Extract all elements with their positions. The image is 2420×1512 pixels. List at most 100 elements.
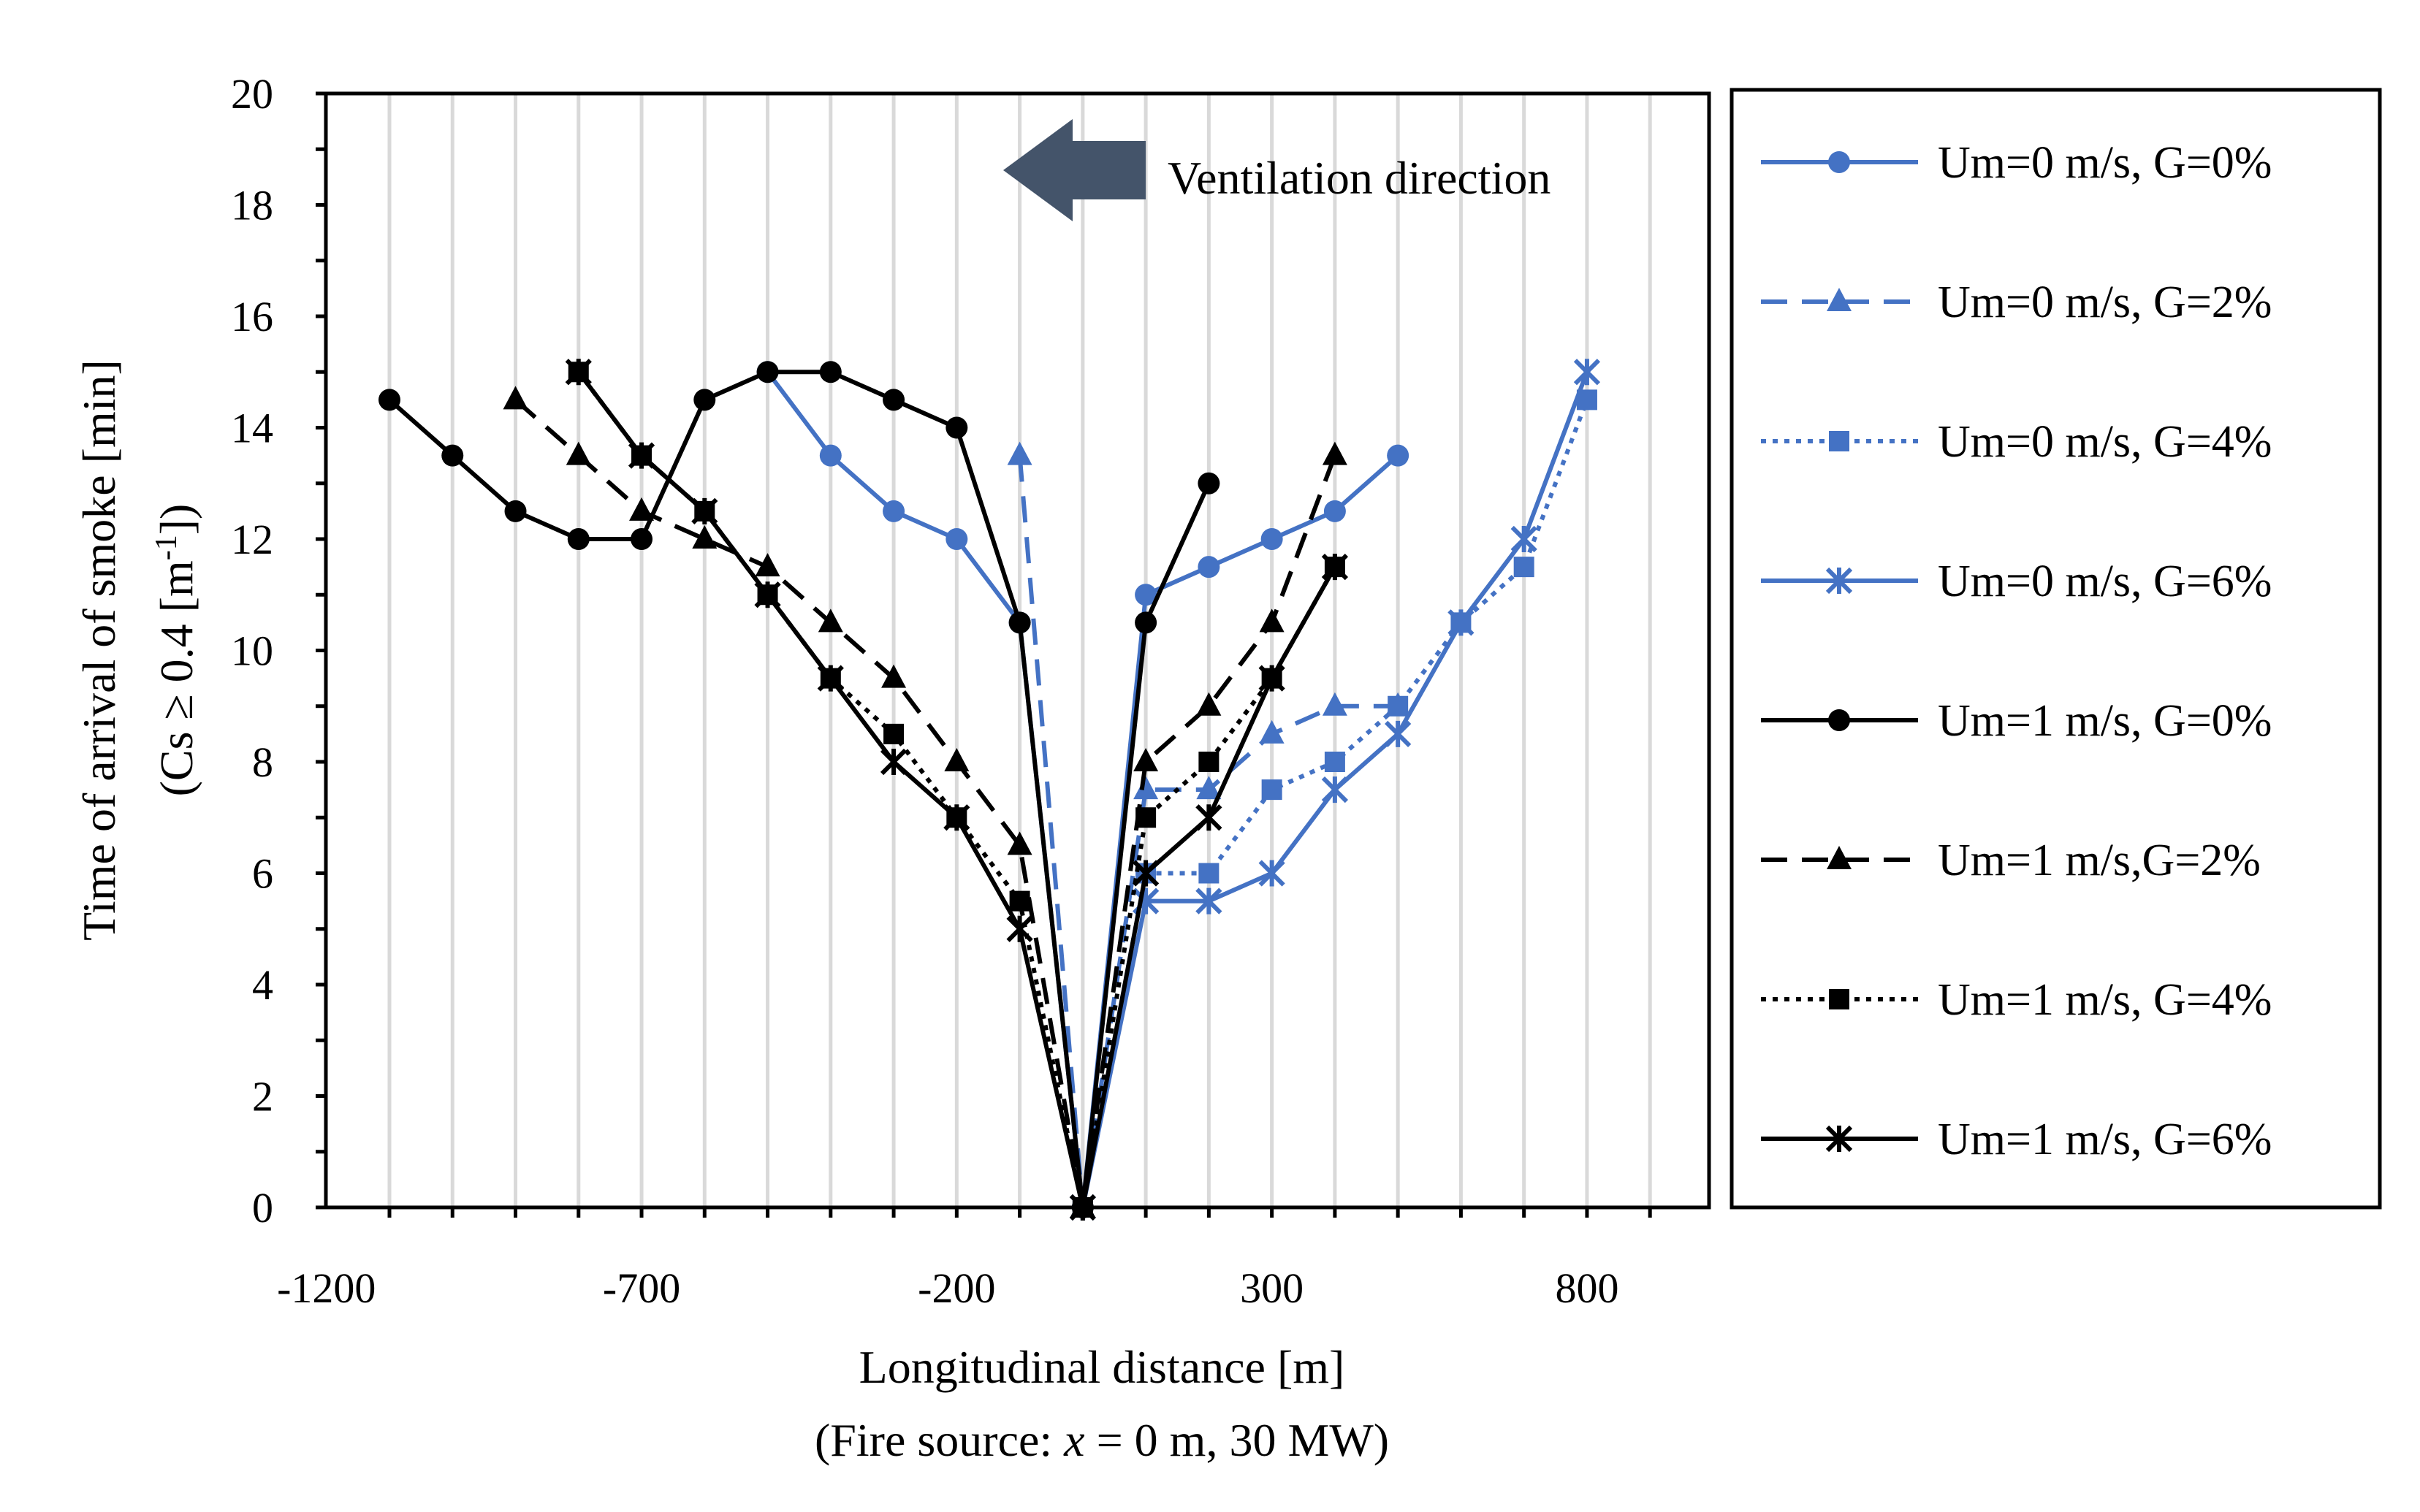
data-point bbox=[441, 444, 464, 467]
series-group bbox=[378, 361, 1220, 1218]
legend-entry: Um=0 m/s, G=4% bbox=[1761, 417, 2272, 467]
plot-frame bbox=[324, 91, 1711, 1210]
ventilation-arrow-icon bbox=[1003, 119, 1146, 221]
data-point bbox=[631, 528, 653, 550]
data-point bbox=[1388, 695, 1409, 717]
data-point bbox=[1195, 887, 1222, 915]
data-point bbox=[378, 389, 400, 411]
data-point bbox=[566, 441, 591, 465]
data-point bbox=[1198, 472, 1220, 495]
legend-label: Um=0 m/s, G=4% bbox=[1938, 417, 2272, 467]
y-tick-label: 4 bbox=[252, 961, 273, 1009]
legend-label: Um=0 m/s, G=2% bbox=[1938, 278, 2272, 327]
data-point bbox=[1260, 528, 1283, 550]
legend-label: Um=1 m/s, G=0% bbox=[1938, 696, 2272, 746]
data-point bbox=[1447, 609, 1475, 636]
y-axis-sublabel: (Cs ≥ 0.4 [m-1]) bbox=[150, 504, 202, 797]
y-tick-label: 18 bbox=[231, 182, 273, 229]
data-point bbox=[1198, 863, 1219, 884]
legend: Um=0 m/s, G=0% Um=0 m/s, G=2% Um=0 m/s, G=… bbox=[1730, 88, 2382, 1210]
data-point bbox=[1261, 779, 1282, 801]
y-tick-label: 10 bbox=[231, 627, 273, 675]
x-axis-label: Longitudinal distance [m] bbox=[859, 1341, 1345, 1393]
data-point bbox=[818, 608, 843, 633]
data-point bbox=[883, 500, 905, 522]
data-point bbox=[1006, 915, 1033, 942]
data-point bbox=[883, 723, 905, 744]
data-point bbox=[692, 525, 718, 549]
data-point bbox=[1198, 556, 1220, 579]
data-point bbox=[1135, 611, 1157, 634]
data-point bbox=[1133, 748, 1159, 771]
data-point bbox=[1007, 441, 1032, 465]
legend-marker bbox=[1828, 709, 1850, 731]
data-point bbox=[943, 804, 970, 831]
data-point bbox=[1259, 608, 1285, 633]
data-point bbox=[1196, 692, 1222, 716]
legend-entry: Um=1 m/s,G=2% bbox=[1761, 836, 2261, 885]
axes bbox=[316, 91, 1711, 1218]
annotation-text: Ventilation direction bbox=[1168, 152, 1550, 204]
ventilation-annotation: Ventilation direction bbox=[1003, 119, 1550, 221]
x-tick-label: -700 bbox=[603, 1264, 680, 1312]
x-tick-label: -1200 bbox=[277, 1264, 376, 1312]
data-point bbox=[1387, 444, 1409, 467]
data-point bbox=[1385, 720, 1412, 747]
legend-label: Um=1 m/s, G=6% bbox=[1938, 1115, 2272, 1164]
data-point bbox=[945, 416, 968, 439]
data-point bbox=[1513, 557, 1534, 578]
data-point bbox=[944, 748, 970, 771]
data-point bbox=[503, 386, 528, 410]
legend-label: Um=1 m/s,G=2% bbox=[1938, 836, 2261, 885]
y-tick-label: 20 bbox=[231, 70, 273, 118]
data-point bbox=[1008, 611, 1031, 634]
legend-marker bbox=[1829, 431, 1849, 451]
grid bbox=[387, 93, 1652, 1207]
data-point bbox=[1009, 890, 1030, 912]
data-point bbox=[629, 497, 655, 521]
data-point bbox=[819, 361, 842, 383]
legend-label: Um=1 m/s, G=4% bbox=[1938, 975, 2272, 1025]
y-tick-label: 14 bbox=[231, 405, 273, 452]
data-point bbox=[881, 664, 907, 688]
legend-label: Um=0 m/s, G=0% bbox=[1938, 138, 2272, 188]
legend-entry: Um=0 m/s, G=2% bbox=[1761, 278, 2272, 327]
x-axis-sublabel: (Fire source: x = 0 m, 30 MW) bbox=[815, 1414, 1389, 1466]
legend-frame bbox=[1730, 88, 2382, 1210]
data-point bbox=[1324, 752, 1345, 772]
legend-entry: Um=1 m/s, G=6% bbox=[1761, 1115, 2272, 1164]
tick-labels: 0 2 4 6 8 10 12 14 16 18 20 -1200 -700 -200 300 800 bbox=[231, 70, 1618, 1312]
data-point bbox=[755, 553, 780, 577]
data-point bbox=[1258, 860, 1285, 887]
data-point bbox=[691, 497, 718, 524]
data-point bbox=[1323, 500, 1346, 522]
data-point bbox=[628, 442, 655, 469]
data-point bbox=[819, 444, 842, 467]
series bbox=[378, 359, 1601, 1221]
legend-entry: Um=0 m/s, G=0% bbox=[1761, 138, 2272, 188]
data-point bbox=[883, 389, 905, 411]
series-line bbox=[388, 370, 1211, 1210]
data-point bbox=[1007, 831, 1032, 855]
series-group bbox=[565, 359, 1349, 1221]
legend-label: Um=0 m/s, G=6% bbox=[1938, 557, 2272, 606]
data-point bbox=[754, 581, 781, 608]
data-point bbox=[1322, 441, 1347, 465]
data-point bbox=[565, 359, 592, 386]
legend-marker bbox=[1825, 567, 1853, 595]
data-point bbox=[1258, 665, 1285, 692]
legend-entry: Um=1 m/s, G=4% bbox=[1761, 975, 2272, 1025]
x-tick-label: 800 bbox=[1555, 1264, 1618, 1312]
data-point bbox=[1135, 807, 1157, 828]
data-point bbox=[880, 748, 908, 776]
data-point bbox=[945, 528, 968, 550]
legend-marker bbox=[1827, 288, 1852, 311]
data-point bbox=[1510, 525, 1537, 553]
legend-marker bbox=[1827, 846, 1852, 869]
series-line bbox=[514, 398, 1337, 1210]
data-point bbox=[1198, 752, 1219, 772]
y-tick-label: 0 bbox=[252, 1184, 273, 1232]
y-tick-label: 8 bbox=[252, 738, 273, 786]
legend-entry: Um=1 m/s, G=0% bbox=[1761, 696, 2272, 746]
